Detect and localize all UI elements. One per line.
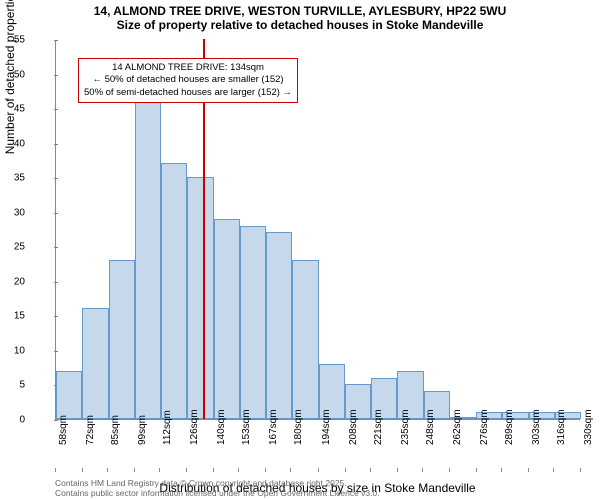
bar (240, 226, 266, 419)
x-tick: 303sqm (531, 409, 542, 445)
annotation-line2: ← 50% of detached houses are smaller (15… (84, 74, 292, 86)
x-tick: 276sqm (479, 409, 490, 445)
y-tick: 20 (14, 276, 25, 287)
x-tick: 330sqm (583, 409, 594, 445)
x-tick: 72sqm (85, 415, 96, 445)
footer-line2: Contains public sector information licen… (55, 488, 380, 498)
x-tick: 153sqm (241, 409, 252, 445)
x-tick: 180sqm (293, 409, 304, 445)
bar (109, 260, 135, 419)
y-tick: 5 (19, 380, 25, 391)
y-tick: 45 (14, 104, 25, 115)
x-tick: 112sqm (162, 410, 173, 445)
bar (187, 177, 213, 419)
x-tick: 194sqm (321, 409, 332, 445)
x-tick: 316sqm (556, 409, 567, 445)
bar (135, 101, 161, 419)
y-tick: 25 (14, 242, 25, 253)
x-tick: 126sqm (189, 409, 200, 445)
title-line2: Size of property relative to detached ho… (0, 18, 600, 32)
y-tick: 0 (19, 415, 25, 426)
bar (292, 260, 318, 419)
y-tick: 10 (14, 345, 25, 356)
y-tick: 40 (14, 138, 25, 149)
annotation-box: 14 ALMOND TREE DRIVE: 134sqm ← 50% of de… (78, 58, 298, 103)
x-tick: 221sqm (373, 409, 384, 445)
x-tick: 248sqm (425, 409, 436, 445)
chart-title: 14, ALMOND TREE DRIVE, WESTON TURVILLE, … (0, 0, 600, 32)
x-tick: 289sqm (504, 409, 515, 445)
title-line1: 14, ALMOND TREE DRIVE, WESTON TURVILLE, … (0, 4, 600, 18)
y-tick: 55 (14, 35, 25, 46)
bar (82, 308, 108, 419)
x-tick: 140sqm (216, 409, 227, 445)
x-tick: 85sqm (110, 415, 121, 445)
y-tick: 30 (14, 207, 25, 218)
footer-attribution: Contains HM Land Registry data © Crown c… (55, 478, 380, 498)
y-tick: 15 (14, 311, 25, 322)
x-tick: 167sqm (268, 409, 279, 445)
bar (161, 163, 187, 419)
chart-area: Number of detached properties 0510152025… (55, 40, 580, 420)
footer-line1: Contains HM Land Registry data © Crown c… (55, 478, 380, 488)
bar (56, 371, 82, 419)
annotation-line1: 14 ALMOND TREE DRIVE: 134sqm (84, 62, 292, 74)
plot-region: 14 ALMOND TREE DRIVE: 134sqm ← 50% of de… (55, 40, 580, 420)
annotation-line3: 50% of semi-detached houses are larger (… (84, 87, 292, 99)
x-tick: 235sqm (400, 409, 411, 445)
y-tick: 50 (14, 69, 25, 80)
x-tick: 99sqm (137, 415, 148, 445)
x-tick: 58sqm (58, 415, 69, 445)
x-tick: 262sqm (452, 409, 463, 445)
x-tick: 208sqm (348, 409, 359, 445)
y-tick: 35 (14, 173, 25, 184)
bar (266, 232, 292, 419)
bar (214, 219, 240, 419)
